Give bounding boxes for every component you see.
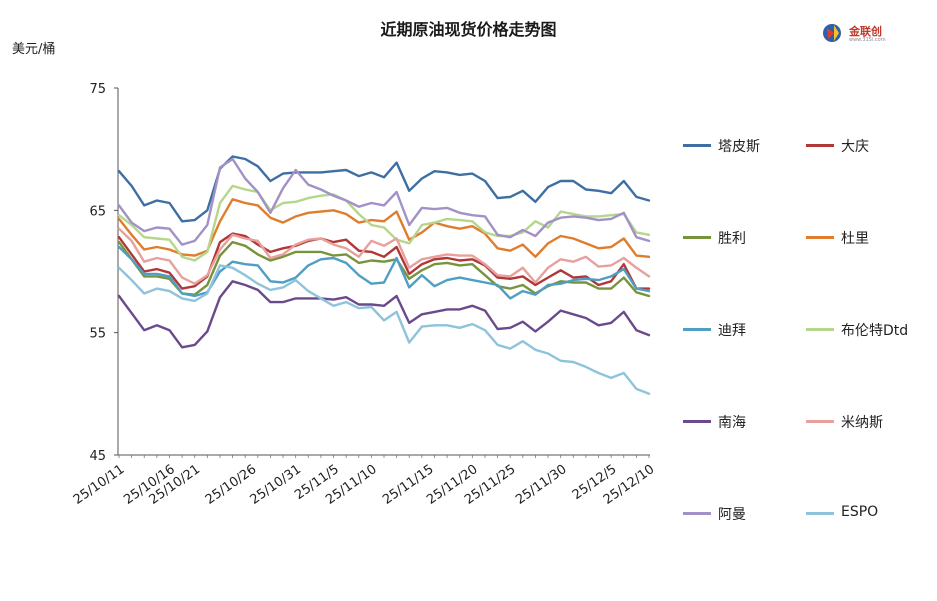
legend-swatch: [683, 512, 711, 515]
legend-label: 胜利: [718, 231, 746, 247]
series-line-9: [117, 264, 651, 395]
y-tick-label: 65: [89, 204, 106, 219]
y-tick-label: 55: [89, 327, 106, 342]
series-line-5: [117, 184, 651, 262]
legend-swatch: [806, 420, 834, 423]
legend-label: 阿曼: [718, 507, 746, 523]
legend-swatch: [806, 236, 834, 239]
y-tick-label: 75: [89, 82, 106, 97]
series-line-8: [117, 157, 651, 246]
y-tick-label: 45: [89, 449, 106, 464]
legend-label: 杜里: [841, 231, 869, 247]
x-tick-label: 25/10/11: [71, 462, 127, 508]
series-line-0: [117, 155, 651, 223]
legend-swatch: [806, 144, 834, 147]
y-axis-unit-label: 美元/桶: [12, 42, 56, 57]
chart-title: 近期原油现货价格走势图: [380, 20, 557, 39]
x-tick-label: 25/11/30: [513, 462, 569, 508]
legend-label: ESPO: [841, 504, 879, 520]
legend-swatch: [683, 420, 711, 423]
legend-label: 布伦特Dtd: [841, 323, 909, 339]
x-tick-label: 25/10/31: [248, 462, 304, 508]
series-line-7: [117, 227, 651, 285]
brand-logo-url: www.315i.com: [849, 37, 886, 43]
legend-swatch: [806, 512, 834, 515]
legend-swatch: [683, 144, 711, 147]
brand-logo-text: 金联创: [849, 25, 882, 38]
series-line-2: [117, 240, 651, 298]
legend-swatch: [683, 328, 711, 331]
brand-logo-icon: [823, 24, 841, 42]
legend-swatch: [806, 328, 834, 331]
legend-swatch: [683, 236, 711, 239]
legend-label: 大庆: [841, 139, 869, 155]
legend-label: 迪拜: [718, 323, 746, 339]
legend-label: 米纳斯: [841, 415, 883, 431]
series-line-6: [117, 280, 651, 349]
legend-label: 塔皮斯: [718, 139, 760, 155]
legend-label: 南海: [718, 415, 746, 431]
